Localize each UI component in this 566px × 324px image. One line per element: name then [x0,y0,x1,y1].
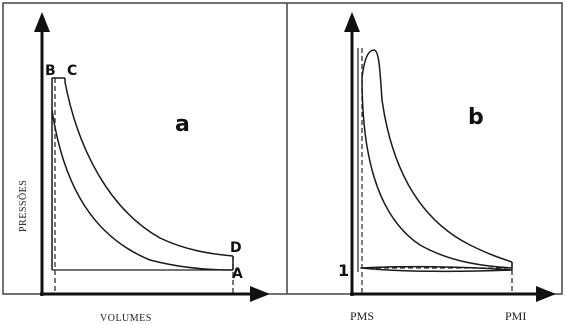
b-panel-label: b [468,105,484,130]
b-x-tick-pms: PMS [350,309,374,323]
a-curve-compression [51,109,234,271]
b-y-axis-arrow [344,12,360,32]
b-x-axis-arrow [536,286,556,302]
a-point-b-label: B [45,63,56,79]
diagram-b: b 1 PMS PMI [338,12,556,323]
b-pumping-loop [361,265,513,273]
a-point-a-label: A [232,266,243,282]
a-point-c-label: C [67,63,77,79]
a-y-axis-arrow [34,12,50,32]
b-curve-expansion [361,49,513,263]
b-point-1-label: 1 [338,261,349,280]
a-panel-label: a [175,112,190,137]
figure-border [2,2,563,295]
a-y-axis-label: PRESSÕES [17,180,29,232]
a-x-axis-label: VOLUMES [100,313,152,324]
b-x-tick-pmi: PMI [505,309,526,323]
b-curve-compression [361,77,513,269]
a-point-d-label: D [230,240,242,256]
a-x-axis-arrow [250,286,270,302]
a-curve-expansion [64,78,234,257]
diagram-a: B C D A a PRESSÕES VOLUMES [17,12,270,324]
